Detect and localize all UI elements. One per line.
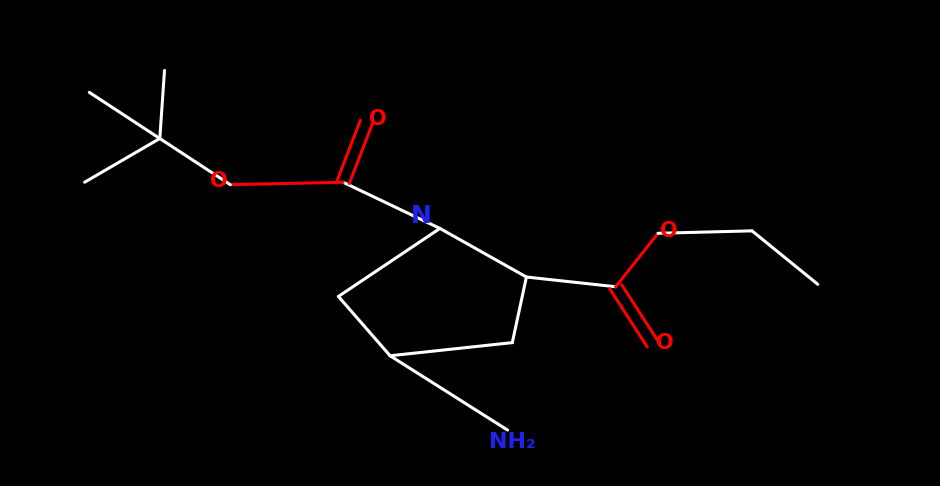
- Text: NH₂: NH₂: [489, 432, 536, 452]
- Text: O: O: [211, 171, 227, 191]
- Text: O: O: [661, 221, 678, 241]
- Text: O: O: [656, 332, 673, 353]
- Text: O: O: [369, 109, 386, 129]
- Text: N: N: [411, 204, 431, 228]
